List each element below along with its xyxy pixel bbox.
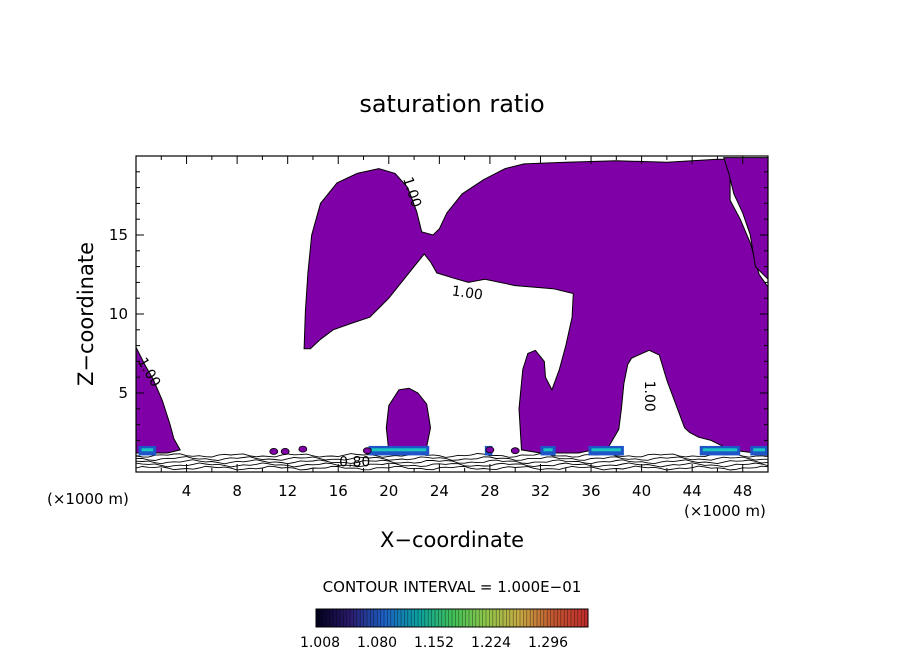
x-axis-unit-right: (×1000 m) [684,502,766,520]
small-saturated-blob [298,445,308,453]
surface-contour-line [136,462,768,468]
surface-streak-highlight [702,448,738,452]
x-tick-label: 28 [480,482,499,500]
x-tick-label: 40 [632,482,651,500]
small-saturated-blob [280,448,290,455]
shaded-regions [136,157,768,454]
x-tick-label: 36 [581,482,600,500]
small-saturated-blob [269,448,279,455]
saturated-region-left-edge [136,346,181,454]
surface-streak-highlight [591,448,621,452]
x-axis-title: X−coordinate [380,528,524,552]
x-tick-label: 16 [329,482,348,500]
y-axis-title: Z−coordinate [74,242,98,386]
small-saturated-blob [362,447,372,455]
surface-layer [136,445,768,471]
y-axis-ticks: 5 10 15 [109,171,768,457]
colorbar-frame [315,608,589,628]
surface-streak-highlight [371,448,427,452]
surface-streak-highlight [543,448,553,452]
chart-title: saturation ratio [359,90,544,118]
colorbar: 1.008 1.080 1.152 1.224 1.296 [300,608,589,651]
x-tick-label: 32 [531,482,550,500]
saturated-region-right-upper-edge [723,157,768,280]
colorbar-tick-label: 1.008 [300,635,340,651]
x-tick-label: 24 [430,482,449,500]
colorbar-tick-label: 1.080 [357,635,397,651]
colorbar-tick-label: 1.152 [414,635,454,651]
x-tick-label: 12 [278,482,297,500]
x-tick-label: 4 [182,482,192,500]
x-axis-unit-left: (×1000 m) [47,490,129,508]
x-tick-label: 20 [379,482,398,500]
surface-streak-highlight [141,448,154,452]
x-tick-label: 44 [683,482,702,500]
contour-interval-note: CONTOUR INTERVAL = 1.000E−01 [323,578,582,596]
colorbar-tick-label: 1.296 [528,635,568,651]
small-saturated-blob [510,447,520,455]
saturated-region-center-bubble [385,387,432,452]
contour-label: 0.80 [339,455,370,471]
surface-contour-line [136,465,768,471]
x-tick-label: 8 [232,482,242,500]
contour-label: 1.00 [451,283,484,303]
saturated-region-upper-left [303,158,768,454]
x-tick-label: 48 [733,482,752,500]
y-tick-label: 10 [109,305,128,323]
small-saturated-blob [485,446,495,454]
surface-contour-line [136,453,768,458]
y-tick-label: 5 [118,384,128,402]
colorbar-tick-label: 1.224 [471,635,511,651]
surface-contour-line [136,459,768,465]
surface-contour-line [136,456,768,461]
x-axis-ticks: 4 8 12 16 20 24 28 32 36 40 44 48 [160,156,752,500]
surface-streak-highlight [753,448,765,452]
y-tick-label: 15 [109,226,128,244]
contour-label: 1.00 [641,381,657,412]
